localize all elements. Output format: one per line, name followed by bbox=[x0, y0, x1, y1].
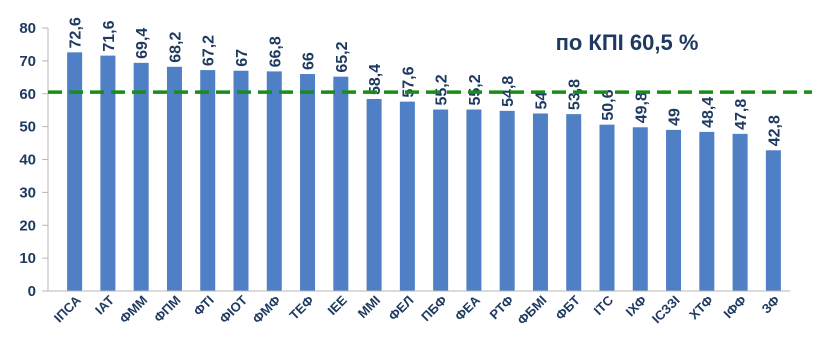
bar bbox=[433, 109, 449, 291]
x-tick-label: ІТС bbox=[591, 292, 617, 318]
data-label: 50,6 bbox=[600, 89, 617, 120]
x-tick-label: ФЕА bbox=[452, 292, 484, 324]
data-label: 55,2 bbox=[467, 74, 484, 105]
x-tick-label: ІХФ bbox=[623, 293, 650, 320]
data-label: 42,8 bbox=[766, 115, 783, 146]
x-tick-label: ФБМІ bbox=[514, 293, 549, 328]
x-tick-label: ІЕЕ bbox=[325, 292, 351, 318]
bar bbox=[765, 150, 781, 291]
bar bbox=[366, 99, 382, 291]
x-tick-label: ЗФ bbox=[758, 293, 782, 317]
x-tick-label: ІАТ bbox=[92, 292, 117, 317]
data-label: 49 bbox=[667, 108, 684, 126]
x-tick-label: РТФ bbox=[487, 293, 517, 323]
data-label: 71,6 bbox=[101, 20, 118, 51]
y-tick-label: 40 bbox=[19, 152, 36, 169]
bar bbox=[100, 55, 116, 291]
bar bbox=[67, 52, 83, 291]
data-label: 55,2 bbox=[434, 74, 451, 105]
y-tick-label: 20 bbox=[19, 217, 36, 234]
y-tick-label: 80 bbox=[19, 20, 36, 37]
data-label: 48,4 bbox=[700, 97, 717, 128]
x-axis: ІПСА ІАТ ФММ ФПМ ФТІ ФІОТ ФМФ ТЕФ ІЕЕ ММІ ФЕЛ ПБФ ФЕ… bbox=[48, 290, 790, 328]
x-tick-label: ІФФ bbox=[720, 293, 749, 322]
x-tick-label: ІПСА bbox=[51, 292, 84, 325]
x-tick-label: ІСЗЗІ bbox=[649, 293, 683, 327]
y-tick-label: 70 bbox=[19, 53, 36, 70]
reference-line-label: по КПІ 60,5 % bbox=[556, 30, 699, 55]
data-label: 66,8 bbox=[267, 36, 284, 67]
bar bbox=[732, 133, 748, 291]
data-label: 58,4 bbox=[367, 64, 384, 95]
bar bbox=[532, 113, 548, 291]
data-label: 72,6 bbox=[68, 17, 85, 48]
bars: 72,6 71,6 69,4 68,2 67,2 67 66,8 66 65,2 58,4 57,6… bbox=[67, 17, 783, 292]
y-tick-label: 60 bbox=[19, 86, 36, 103]
data-label: 53,8 bbox=[567, 79, 584, 110]
x-tick-label: ФТІ bbox=[191, 293, 217, 319]
x-tick-label: ПБФ bbox=[418, 293, 450, 325]
x-tick-label: ФЕЛ bbox=[385, 293, 416, 324]
bar bbox=[632, 127, 648, 291]
y-axis: 0 10 20 30 40 50 60 70 80 bbox=[19, 20, 49, 300]
y-tick-label: 50 bbox=[19, 119, 36, 136]
bar bbox=[599, 124, 615, 291]
y-tick-label: 30 bbox=[19, 184, 36, 201]
bar bbox=[133, 62, 149, 291]
x-tick-label: ТЕФ bbox=[286, 293, 316, 323]
bar bbox=[399, 101, 415, 291]
y-tick-label: 0 bbox=[28, 283, 36, 300]
bar bbox=[466, 109, 482, 291]
bar bbox=[233, 70, 249, 291]
data-label: 54 bbox=[533, 92, 550, 110]
x-tick-label: ФІОТ bbox=[216, 292, 250, 326]
x-tick-label: ФММ bbox=[117, 293, 151, 327]
x-tick-label: ФБТ bbox=[552, 292, 582, 322]
bar bbox=[699, 131, 715, 291]
bar bbox=[266, 71, 282, 292]
x-tick-label: ФПМ bbox=[151, 293, 184, 326]
data-label: 54,8 bbox=[500, 76, 517, 107]
bar bbox=[566, 114, 582, 291]
data-label: 69,4 bbox=[134, 28, 151, 59]
bar bbox=[200, 70, 216, 291]
data-label: 67 bbox=[234, 49, 251, 67]
x-tick-label: ММІ bbox=[355, 293, 383, 321]
bar bbox=[499, 110, 515, 291]
data-label: 67,2 bbox=[201, 35, 218, 66]
bar bbox=[300, 74, 316, 292]
bar bbox=[166, 66, 182, 291]
y-tick-label: 10 bbox=[19, 250, 36, 267]
x-tick-label: ФМФ bbox=[249, 293, 283, 327]
data-label: 57,6 bbox=[400, 66, 417, 97]
data-label: 47,8 bbox=[733, 99, 750, 130]
bar bbox=[666, 129, 682, 291]
data-label: 49,8 bbox=[633, 92, 650, 123]
data-label: 68,2 bbox=[167, 32, 184, 63]
x-tick-label: ХТФ bbox=[686, 293, 716, 323]
bar bbox=[333, 76, 349, 291]
data-label: 65,2 bbox=[334, 41, 351, 72]
data-label: 66 bbox=[301, 52, 318, 70]
